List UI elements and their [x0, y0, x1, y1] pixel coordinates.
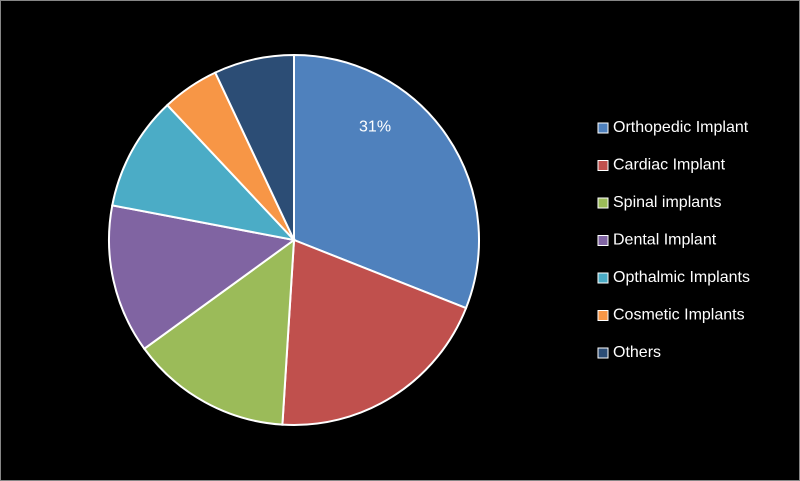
legend-label: Cosmetic Implants	[613, 307, 745, 324]
legend-label: Others	[613, 344, 661, 361]
legend-swatch	[597, 310, 609, 321]
legend-label: Cardiac Implant	[613, 157, 726, 174]
legend-label: Dental Implant	[613, 232, 717, 249]
pie-slice	[281, 238, 468, 426]
pie-slice	[108, 204, 297, 351]
data-label: 31%	[359, 119, 391, 136]
legend-label: Spinal implants	[613, 194, 722, 211]
legend-swatch	[597, 122, 609, 134]
pie-slice	[111, 103, 297, 242]
legend-swatch	[597, 160, 609, 171]
legend-swatch	[597, 235, 609, 246]
legend-swatch	[597, 197, 609, 209]
legend-swatch	[597, 272, 609, 284]
pie-slice	[142, 237, 296, 426]
legend-swatch	[597, 347, 609, 359]
legend-label: Opthalmic Implants	[613, 269, 750, 286]
pie-slice	[213, 53, 295, 241]
pie-slice	[293, 53, 480, 310]
legend-label: Orthopedic Implant	[613, 119, 749, 136]
